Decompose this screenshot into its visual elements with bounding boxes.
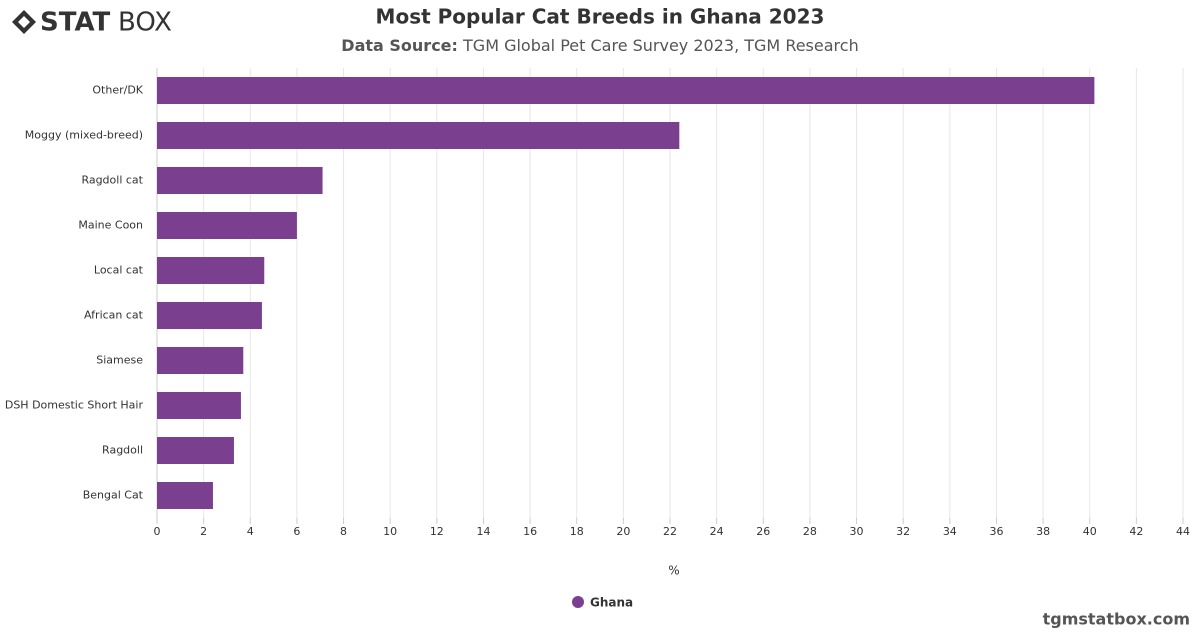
x-tick-label: 16 [523,525,537,538]
footer: tgmstatbox.com [1043,610,1190,629]
logo-icon [12,10,36,34]
x-tick-label: 30 [850,525,864,538]
x-axis-label: % [668,564,679,578]
source-text: TGM Global Pet Care Survey 2023, TGM Res… [462,36,859,55]
y-tick-label: Maine Coon [78,219,143,232]
x-tick-label: 20 [616,525,630,538]
bar [157,257,265,284]
legend-marker [572,596,584,608]
y-tick-label: Bengal Cat [83,489,144,502]
logo: STAT BOX [12,8,172,38]
x-tick-label: 18 [570,525,584,538]
x-tick-label: 2 [200,525,207,538]
y-tick-label: Moggy (mixed-breed) [25,129,143,142]
x-tick-label: 42 [1129,525,1143,538]
x-tick-label: 0 [154,525,161,538]
bar [157,77,1095,104]
y-tick-label: Other/DK [92,84,143,97]
bar [157,302,262,329]
bar [157,392,241,419]
x-tick-label: 14 [476,525,490,538]
legend-label[interactable]: Ghana [590,596,633,610]
bar [157,347,244,374]
x-tick-label: 22 [663,525,677,538]
x-tick-label: 12 [430,525,444,538]
x-tick-label: 44 [1176,525,1190,538]
bar [157,437,234,464]
x-tick-label: 34 [943,525,957,538]
x-tick-label: 38 [1036,525,1050,538]
y-tick-label: Local cat [94,264,144,277]
x-tick-label: 26 [756,525,770,538]
x-tick-label: 8 [340,525,347,538]
logo-text: BOX [118,8,172,38]
logo-text: STAT [40,8,111,38]
x-tick-label: 36 [989,525,1003,538]
chart-subtitle: Data Source: TGM Global Pet Care Survey … [341,36,858,55]
x-tick-label: 28 [803,525,817,538]
x-tick-label: 32 [896,525,910,538]
x-tick-label: 40 [1083,525,1097,538]
y-tick-label: African cat [84,309,144,322]
bar [157,482,213,509]
y-tick-label: Ragdoll [102,444,143,457]
y-tick-label: Siamese [96,354,143,367]
source-label: Data Source: [341,36,458,55]
x-tick-label: 24 [710,525,724,538]
bar [157,167,323,194]
y-tick-label: Ragdoll cat [81,174,143,187]
bar [157,212,297,239]
x-tick-label: 4 [247,525,254,538]
y-tick-label: DSH Domestic Short Hair [5,399,144,412]
bar [157,122,680,149]
chart-title: Most Popular Cat Breeds in Ghana 2023 [376,5,825,29]
x-tick-label: 10 [383,525,397,538]
x-tick-label: 6 [293,525,300,538]
